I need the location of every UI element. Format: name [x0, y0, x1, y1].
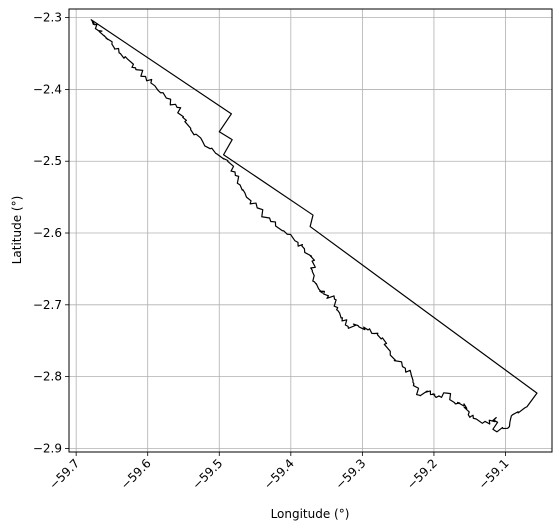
x-axis-ticks: −59.7 −59.6 −59.5 −59.4 −59.3 −59.2 −59.1	[46, 452, 512, 492]
y-tick-label: −2.8	[33, 370, 62, 384]
x-tick-label: −59.6	[118, 456, 154, 492]
y-tick-label: −2.3	[33, 11, 62, 25]
x-tick-label: −59.2	[404, 456, 440, 492]
x-tick-label: −59.1	[476, 456, 512, 492]
gridlines	[69, 9, 552, 452]
y-tick-label: −2.4	[33, 82, 62, 96]
y-tick-label: −2.6	[33, 226, 62, 240]
y-tick-label: −2.7	[33, 298, 62, 312]
y-tick-label: −2.5	[33, 154, 62, 168]
x-tick-label: −59.4	[261, 456, 297, 492]
x-axis-label: Longitude (°)	[271, 507, 350, 521]
region-boundary	[90, 19, 538, 433]
x-tick-label: −59.3	[333, 456, 369, 492]
y-axis-label: Latitude (°)	[10, 196, 24, 265]
y-tick-label: −2.9	[33, 441, 62, 455]
x-tick-label: −59.5	[189, 456, 225, 492]
x-tick-label: −59.7	[46, 456, 82, 492]
y-axis-ticks: −2.3 −2.4 −2.5 −2.6 −2.7 −2.8 −2.9	[33, 11, 69, 455]
plot-frame	[68, 8, 553, 453]
